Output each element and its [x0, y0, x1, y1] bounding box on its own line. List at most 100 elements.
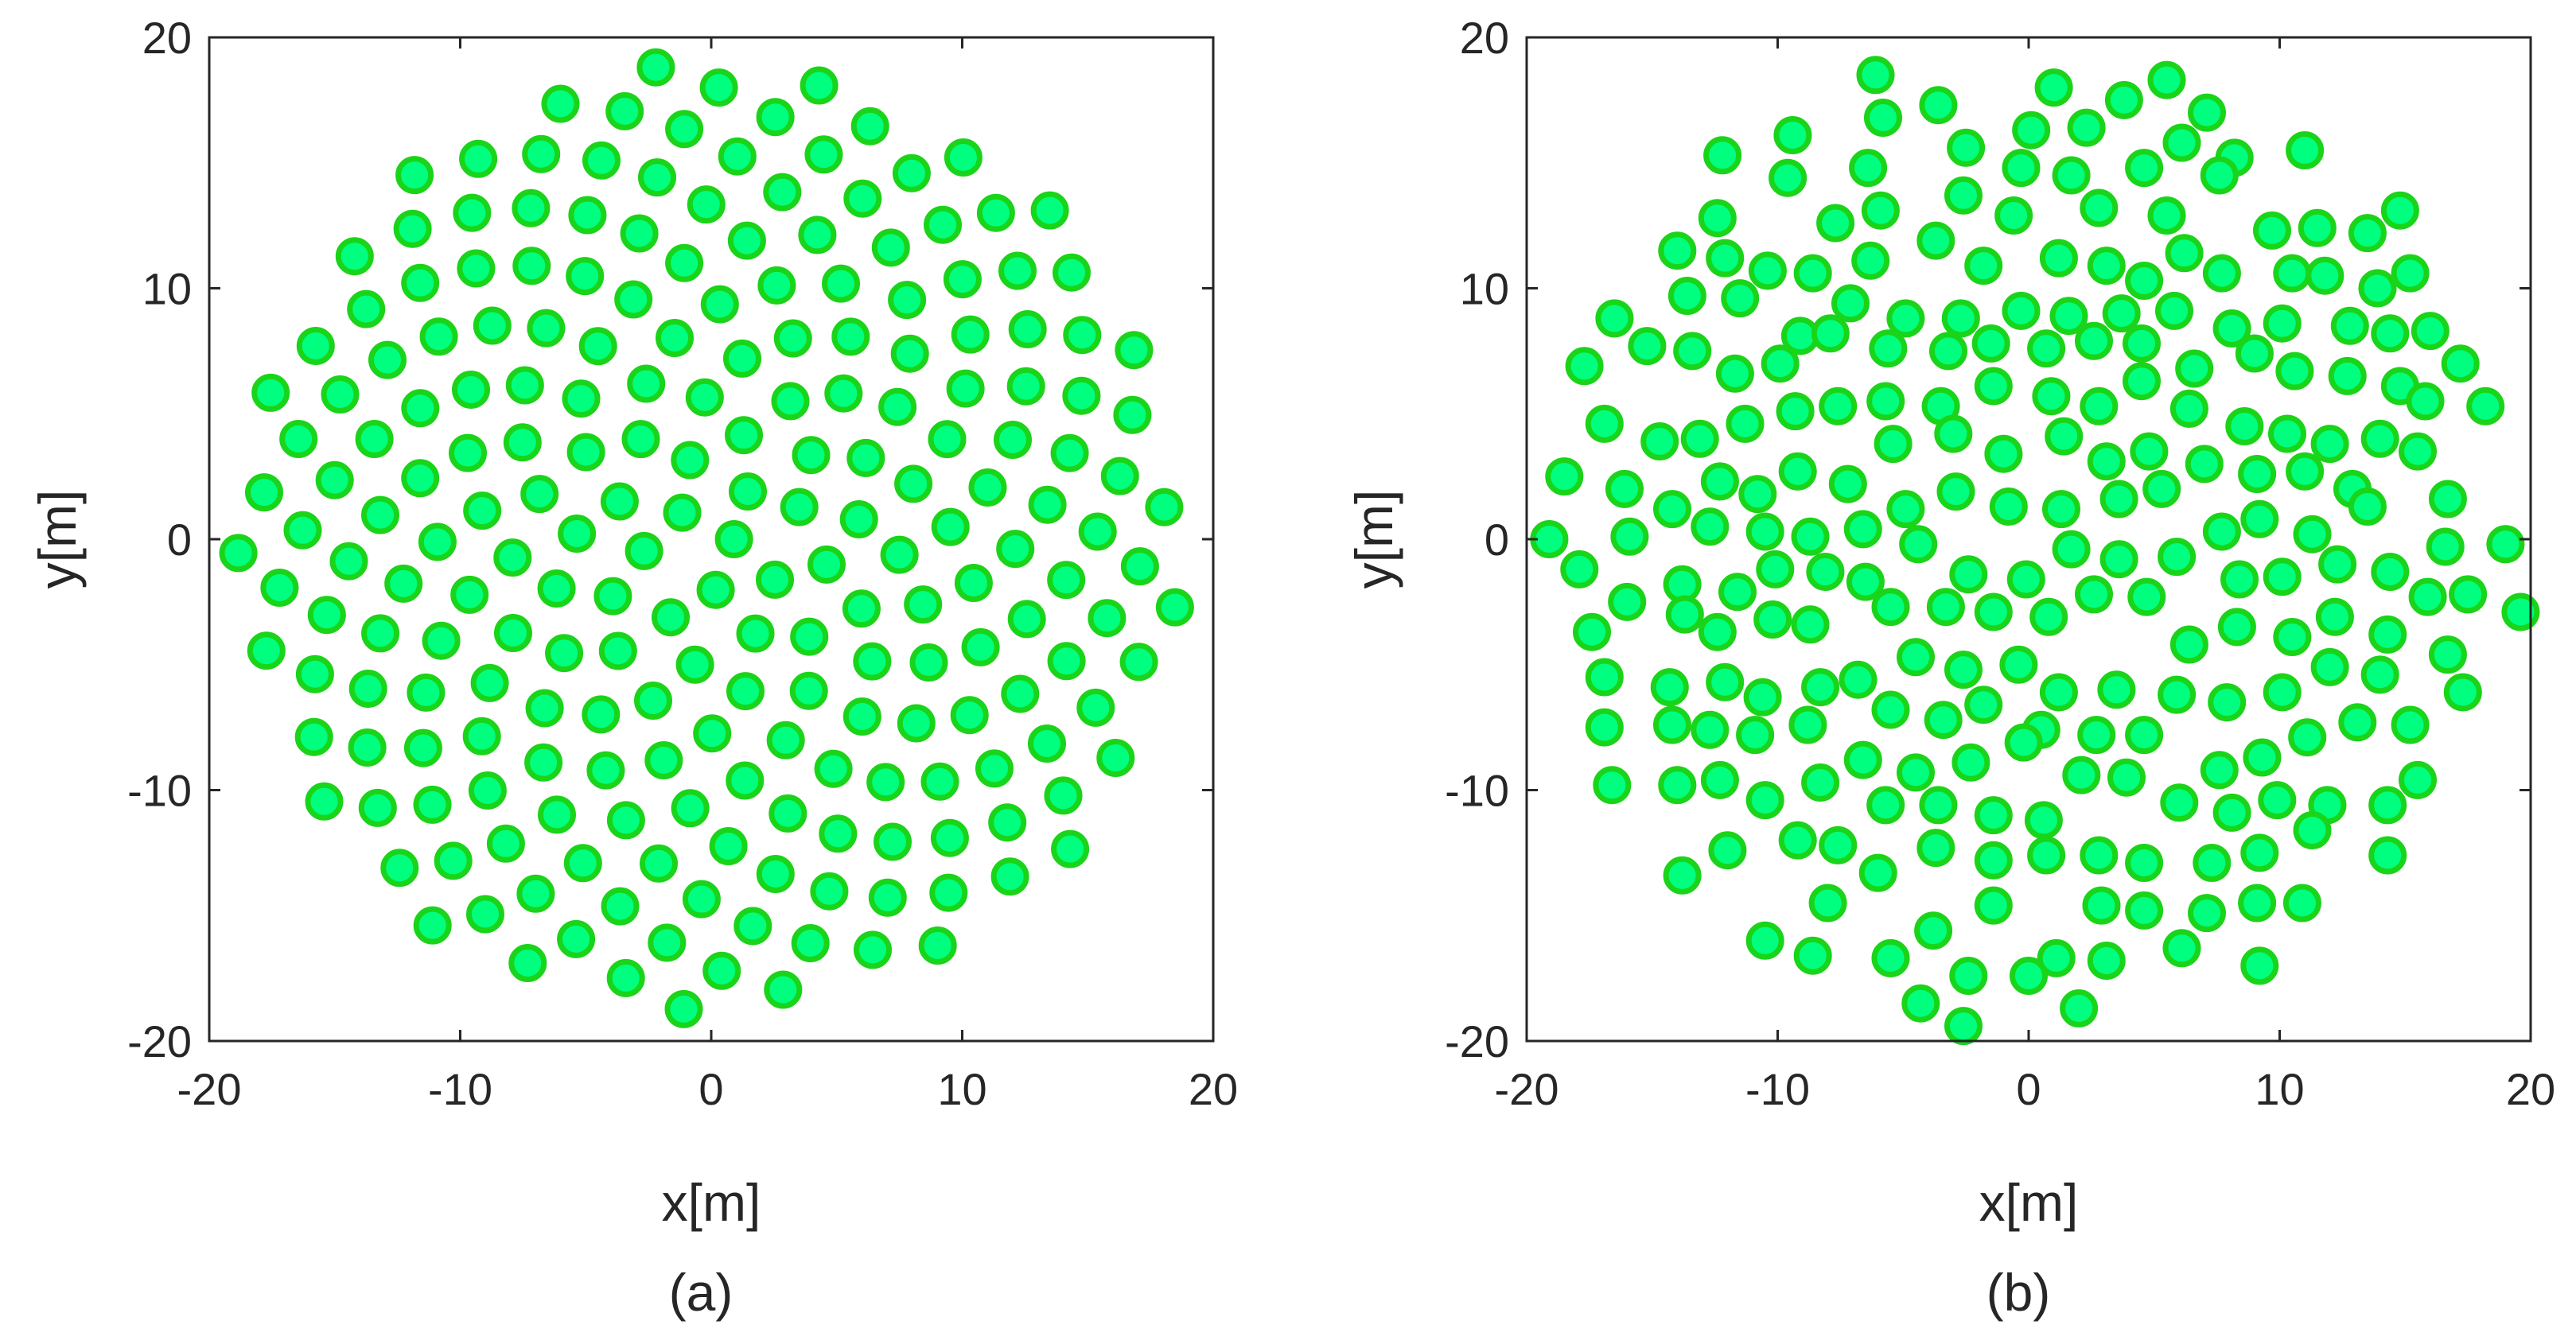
data-point-b: [1869, 329, 1908, 368]
data-point-b: [2368, 836, 2407, 875]
data-point-a: [1063, 316, 1102, 355]
data-point-b: [1858, 853, 1897, 892]
data-point-b: [2328, 356, 2367, 395]
data-point-b: [2004, 723, 2043, 762]
data-point-b: [1769, 158, 1807, 197]
data-point-a: [335, 237, 374, 276]
data-point-b: [1816, 204, 1855, 243]
data-point-a: [975, 749, 1014, 788]
data-point-a: [600, 482, 639, 521]
data-point-a: [347, 289, 386, 328]
data-point-b: [2220, 560, 2259, 599]
data-point-a: [756, 855, 795, 893]
data-point-a: [996, 530, 1035, 569]
data-point-a: [810, 872, 849, 911]
data-point-a: [756, 98, 795, 137]
data-point-b: [2032, 377, 2071, 416]
data-point-b: [1565, 347, 1604, 386]
data-point-a: [578, 327, 617, 366]
x-tick-label-a: 20: [1189, 1064, 1238, 1114]
data-point-b: [2428, 480, 2467, 519]
data-point-a: [771, 382, 810, 421]
data-point-b: [1658, 766, 1697, 805]
data-point-b: [2169, 389, 2208, 428]
data-point-a: [1119, 643, 1158, 682]
data-point-b: [2212, 793, 2251, 832]
data-point-b: [2428, 635, 2467, 674]
data-point-a: [718, 137, 757, 176]
data-point-a: [929, 873, 968, 912]
data-point-a: [1053, 253, 1091, 292]
data-point-b: [1680, 419, 1719, 458]
data-point-b: [2045, 417, 2084, 456]
data-point-a: [831, 317, 870, 356]
data-point-a: [736, 614, 775, 653]
data-point-a: [601, 887, 640, 926]
panel-caption-a: (a): [669, 1263, 733, 1322]
data-point-a: [473, 306, 512, 345]
data-point-b: [2185, 445, 2224, 484]
data-point-b: [1849, 149, 1888, 188]
data-point-a: [468, 771, 507, 810]
data-point-a: [614, 280, 653, 319]
data-point-b: [1874, 425, 1913, 464]
data-point-b: [2240, 833, 2279, 872]
data-point-b: [1761, 344, 1800, 383]
data-point-a: [512, 247, 551, 286]
data-point-a: [1096, 739, 1135, 777]
data-point-a: [566, 433, 605, 472]
data-point-b: [1585, 658, 1624, 697]
x-tick-label-a: -10: [428, 1064, 492, 1114]
data-point-b: [1700, 760, 1739, 799]
data-point-b: [1605, 469, 1644, 508]
data-point-a: [878, 387, 917, 426]
data-point-a: [279, 420, 318, 458]
data-point-a: [634, 682, 672, 720]
data-point-a: [568, 196, 607, 235]
data-point-a: [894, 464, 933, 503]
data-point-a: [1100, 456, 1139, 495]
data-point-b: [1791, 517, 1830, 556]
data-point-a: [853, 642, 892, 681]
data-point-b: [2411, 312, 2450, 351]
data-point-b: [1667, 277, 1706, 315]
data-point-b: [2099, 540, 2138, 579]
data-point-a: [944, 138, 983, 177]
data-point-a: [665, 243, 704, 282]
data-point-b: [2080, 386, 2119, 425]
data-point-b: [2258, 781, 2297, 820]
data-point-a: [545, 634, 584, 673]
data-point-a: [725, 416, 763, 455]
data-point-b: [2286, 452, 2325, 491]
data-point-b: [1801, 668, 1840, 707]
data-point-b: [2217, 608, 2256, 647]
data-point-a: [918, 926, 957, 965]
axis-ticks-b: -20 -10 0 10 20 -20 -10 0 10 20: [1445, 13, 2555, 1114]
data-point-a: [401, 459, 440, 498]
data-point-b: [1897, 753, 1935, 792]
data-point-a: [522, 134, 561, 173]
data-point-a: [763, 173, 802, 212]
data-point-b: [1715, 354, 1754, 393]
data-point-b: [2104, 80, 2143, 119]
data-point-a: [671, 789, 710, 828]
data-point-b: [2002, 291, 2041, 330]
data-point-a: [757, 266, 796, 305]
data-point-b: [1706, 239, 1745, 278]
x-tick-label-b: 10: [2255, 1064, 2304, 1114]
data-point-a: [508, 944, 547, 982]
data-point-a: [1008, 310, 1047, 348]
data-point-a: [418, 522, 457, 561]
data-point-b: [2338, 703, 2377, 742]
data-point-b: [1698, 199, 1737, 238]
data-point-a: [930, 818, 969, 857]
data-point-b: [2142, 469, 2181, 508]
data-point-a: [648, 923, 687, 962]
data-point-b: [2371, 553, 2410, 591]
data-point-b: [2067, 108, 2106, 147]
data-point-a: [452, 371, 490, 409]
panel-caption-b: (b): [1986, 1263, 2051, 1322]
data-point-a: [1001, 674, 1040, 713]
data-point-a: [1088, 599, 1127, 638]
axis-ticks-a: -20 -10 0 10 20 -20 -10 0 10 20: [127, 13, 1238, 1114]
